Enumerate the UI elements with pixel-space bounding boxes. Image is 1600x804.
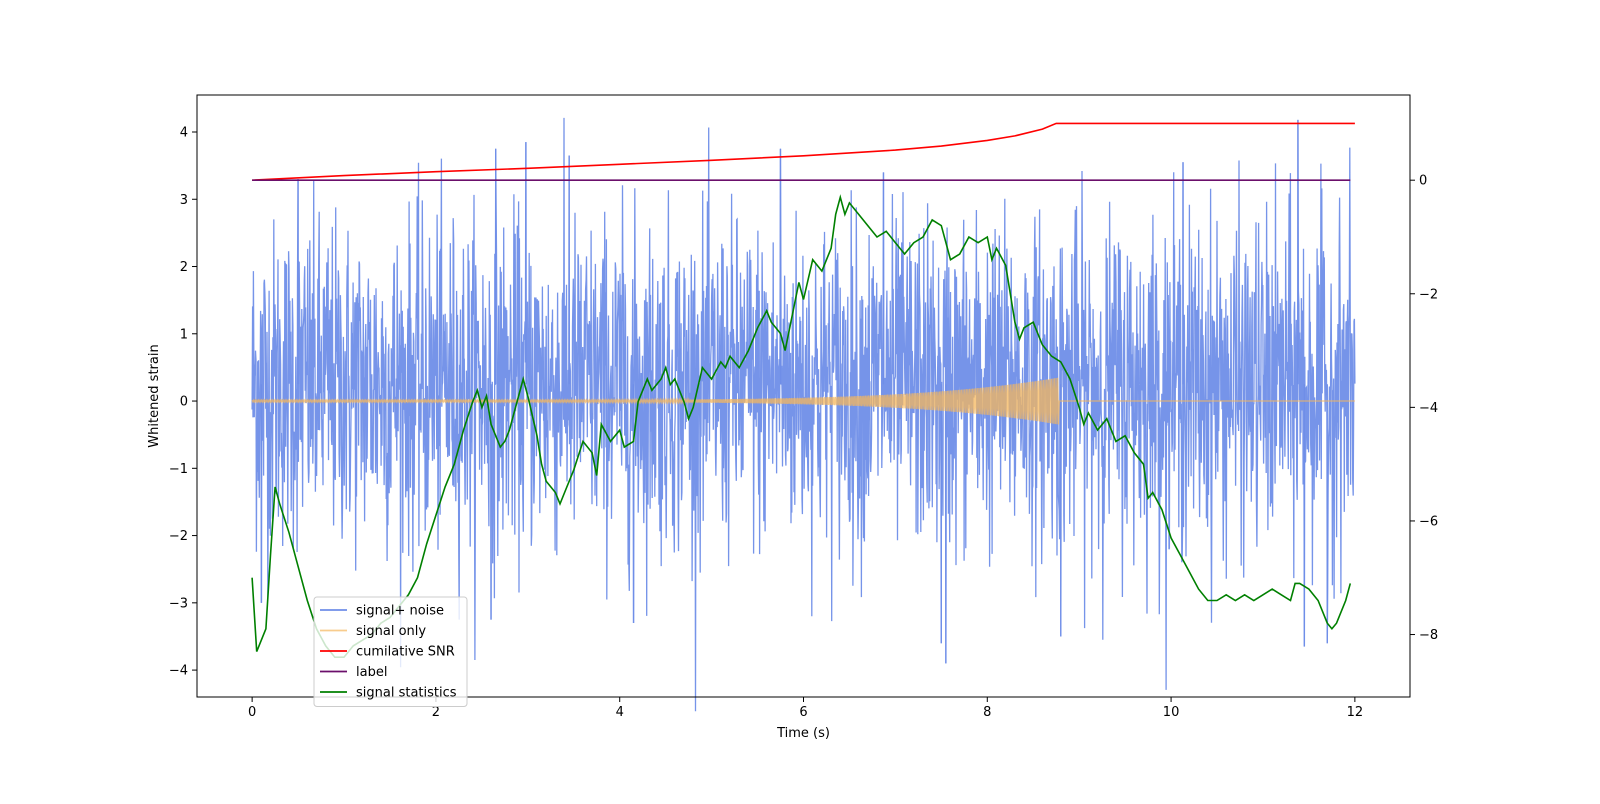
x-tick-label: 10 (1163, 705, 1180, 720)
y-tick-label: −4 (169, 664, 188, 679)
series-signal-only (251, 377, 1355, 425)
legend-label: cumilative SNR (356, 645, 455, 660)
x-tick-label: 12 (1347, 705, 1364, 720)
line-series-layer (251, 122, 1355, 658)
y-axis-label: Whitened strain (147, 344, 162, 447)
y-axis-right: −8 −6 −4 −2 0 (1410, 174, 1438, 643)
x-tick-label: 6 (799, 705, 807, 720)
y2-tick-label: −4 (1419, 401, 1438, 416)
y2-tick-label: −6 (1419, 514, 1438, 529)
x-tick-label: 0 (248, 705, 256, 720)
y-tick-label: 1 (180, 327, 188, 342)
legend-label: signal statistics (356, 686, 457, 701)
legend-label: signal only (356, 624, 426, 639)
x-tick-label: 4 (616, 705, 624, 720)
x-axis: 0 2 4 6 8 10 12 (248, 697, 1363, 720)
y-tick-label: 0 (180, 395, 188, 410)
y-tick-label: −3 (169, 596, 188, 611)
y-tick-label: 4 (180, 125, 188, 140)
y2-tick-label: −2 (1419, 287, 1438, 302)
noise-series-layer (251, 117, 1356, 712)
y-tick-label: 3 (180, 193, 188, 208)
legend-box (313, 596, 468, 707)
y-tick-label: −1 (169, 462, 188, 477)
series-cumilative-snr (252, 122, 1355, 181)
x-axis-label: Time (s) (776, 726, 830, 741)
legend-label: label (356, 665, 387, 680)
y2-tick-label: 0 (1419, 174, 1427, 189)
y-tick-label: 2 (180, 260, 188, 275)
legend-label: signal+ noise (356, 604, 444, 619)
y-tick-label: −2 (169, 529, 188, 544)
series-signal-statistics (251, 194, 1352, 658)
legend: signal+ noise signal only cumilative SNR la… (313, 596, 468, 707)
x-tick-label: 8 (983, 705, 991, 720)
x-tick-label: 2 (432, 705, 440, 720)
y2-tick-label: −8 (1419, 628, 1438, 643)
y-axis-left: −4 −3 −2 −1 0 1 2 3 4 (169, 125, 197, 679)
